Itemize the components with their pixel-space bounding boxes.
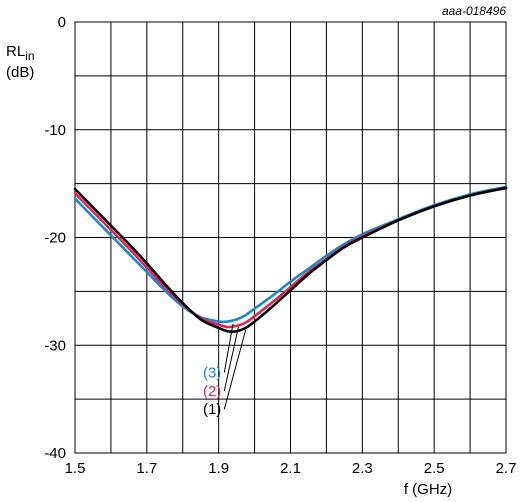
series-curves <box>73 185 508 333</box>
y-tick-label: -10 <box>44 122 66 139</box>
annotation-leader <box>223 330 247 410</box>
y-axis-label-main: RL <box>6 43 25 60</box>
y-axis-label-sub: in <box>25 49 34 63</box>
plot-frame <box>74 21 507 454</box>
y-tick-label: -20 <box>44 230 66 247</box>
annotation-leader <box>223 326 239 392</box>
y-axis-label: RLin <box>6 43 35 63</box>
x-tick-label: 1.9 <box>208 460 229 477</box>
series-annotation-label: (1) <box>203 401 221 418</box>
series-annotation-label: (2) <box>203 383 221 400</box>
x-tick-label: 1.7 <box>136 460 157 477</box>
y-tick-label: -30 <box>44 337 66 354</box>
x-tick-label: 2.3 <box>352 460 373 477</box>
series-line <box>73 185 508 324</box>
y-axis-unit: (dB) <box>6 64 34 81</box>
x-axis-label: f (GHz) <box>404 481 452 498</box>
x-tick-label: 2.7 <box>496 460 517 477</box>
x-tick-label: 2.1 <box>280 460 301 477</box>
axis-ticks: 1.5 1.7 1.9 2.1 2.3 2.5 2.7 0 -10 -20 -30 -40 <box>44 14 516 477</box>
series-annotation-label: (3) <box>203 365 221 382</box>
figure-reference: aaa-018496 <box>442 4 506 18</box>
curve-annotations: (3)(2)(1) <box>203 323 247 418</box>
annotation-leader <box>223 323 234 373</box>
grid <box>74 21 507 454</box>
y-tick-label: 0 <box>58 14 66 31</box>
x-tick-label: 1.5 <box>65 460 86 477</box>
x-tick-label: 2.5 <box>424 460 445 477</box>
y-tick-label: -40 <box>44 445 66 462</box>
series-line <box>73 186 508 333</box>
